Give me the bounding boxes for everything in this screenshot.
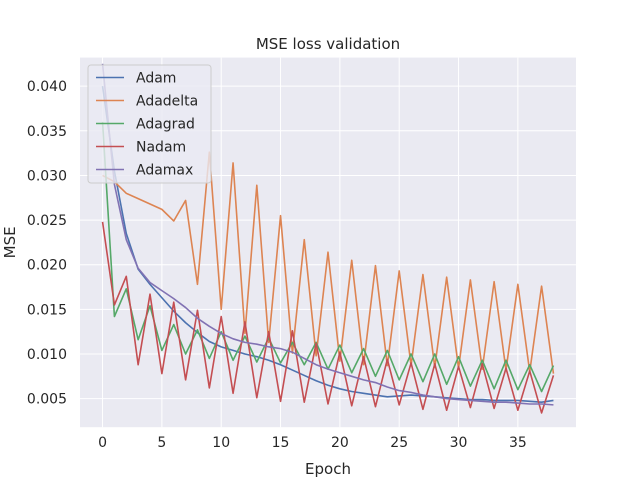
y-tick-labels: 0.005 0.010 0.015 0.020 0.025 0.030 0.035 0.040	[27, 79, 67, 407]
x-tick-label: 25	[390, 435, 408, 451]
y-tick-label: 0.010	[27, 347, 67, 363]
series-line-adadelta	[102, 151, 555, 374]
y-tick-label: 0.025	[27, 213, 67, 229]
x-tick-labels: 0 5 10 15 20 25 30 35	[98, 435, 527, 451]
x-tick-label: 5	[157, 435, 166, 451]
y-tick-label: 0.015	[27, 302, 67, 318]
legend-label-adamax: Adamax	[136, 163, 193, 179]
grid	[80, 57, 576, 428]
legend-label-adagrad: Adagrad	[136, 117, 195, 133]
series-line-adam	[101, 86, 554, 404]
legend-label-adadelta: Adadelta	[136, 94, 198, 110]
y-tick-label: 0.040	[27, 79, 67, 95]
x-tick-label: 30	[450, 435, 468, 451]
y-tick-label: 0.035	[27, 124, 67, 140]
x-axis-title: Epoch	[305, 460, 351, 478]
x-tick-label: 0	[98, 435, 107, 451]
x-tick-label: 15	[272, 435, 290, 451]
y-tick-label: 0.030	[27, 168, 67, 184]
x-tick-label: 10	[212, 435, 230, 451]
legend: Adam Adadelta Adagrad Nadam Adamax	[87, 64, 212, 184]
y-tick-label: 0.020	[27, 258, 67, 274]
legend-label-nadam: Nadam	[136, 140, 186, 156]
y-tick-label: 0.005	[27, 392, 67, 408]
series-line-adamax	[101, 63, 554, 406]
y-axis-title: MSE	[1, 226, 19, 258]
series-line-nadam	[101, 221, 555, 414]
x-tick-label: 35	[509, 435, 527, 451]
series-lines	[101, 63, 555, 414]
legend-box	[87, 64, 212, 184]
chart-title: MSE loss validation	[256, 35, 400, 53]
x-tick-label: 20	[331, 435, 349, 451]
legend-label-adam: Adam	[136, 71, 176, 87]
